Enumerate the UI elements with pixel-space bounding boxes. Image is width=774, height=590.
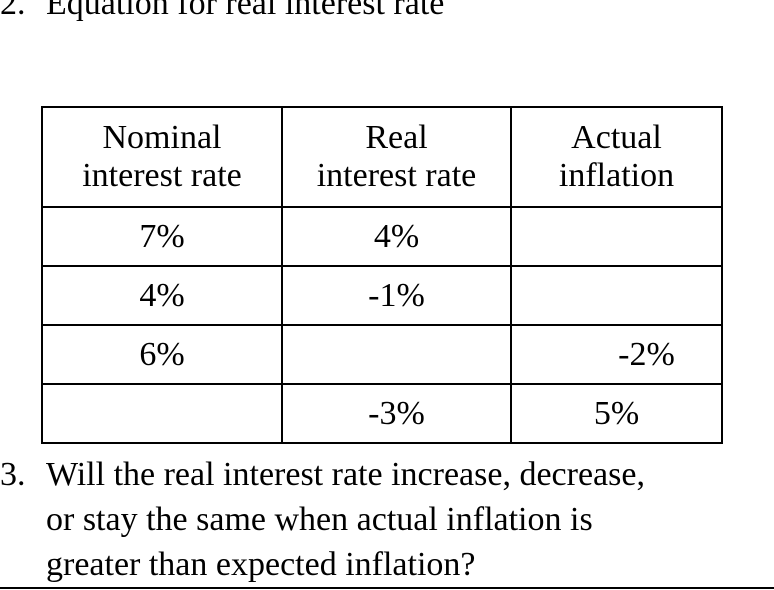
- table-cell: -2%: [510, 324, 723, 385]
- table-cell: [41, 383, 283, 444]
- question-3-number: 3.: [0, 456, 26, 493]
- table-row: -3% 5%: [41, 383, 723, 444]
- header-line: Nominal: [102, 119, 222, 156]
- table-cell: 7%: [41, 206, 283, 267]
- question-3: 3. Will the real interest rate increase, …: [0, 452, 645, 587]
- table-row: 4% -1%: [41, 265, 723, 326]
- table-cell: [510, 206, 723, 267]
- table-cell: 5%: [510, 383, 723, 444]
- question-2-text: Equation for real interest rate: [46, 0, 445, 22]
- table-cell: 4%: [41, 265, 283, 326]
- header-nominal-interest-rate: Nominal interest rate: [41, 106, 283, 208]
- table-cell: -3%: [281, 383, 512, 444]
- header-line: inflation: [558, 157, 675, 194]
- header-real-interest-rate: Real interest rate: [281, 106, 512, 208]
- table-cell: [510, 265, 723, 326]
- header-line: interest rate: [82, 157, 242, 194]
- question-3-text: or stay the same when actual inflation i…: [46, 501, 593, 538]
- header-actual-inflation: Actual inflation: [510, 106, 723, 208]
- table-cell: 6%: [41, 324, 283, 385]
- table-row: 6% -2%: [41, 324, 723, 385]
- question-3-text: greater than expected inflation?: [46, 546, 476, 583]
- question-3-text: Will the real interest rate increase, de…: [46, 456, 645, 493]
- question-2-number: 2.: [0, 0, 26, 22]
- table-header-row: Nominal interest rate Real interest rate…: [41, 106, 723, 208]
- header-line: Actual: [571, 119, 662, 156]
- question-3-line: or stay the same when actual inflation i…: [0, 497, 645, 542]
- header-line: Real: [365, 119, 428, 156]
- table-cell: [281, 324, 512, 385]
- table-cell: 4%: [281, 206, 512, 267]
- bottom-divider: [0, 587, 774, 589]
- question-2: 2. Equation for real interest rate: [0, 0, 444, 24]
- table-row: 7% 4%: [41, 206, 723, 267]
- interest-rate-table: Nominal interest rate Real interest rate…: [41, 106, 723, 444]
- question-3-line: greater than expected inflation?: [0, 542, 645, 587]
- header-line: interest rate: [316, 157, 477, 194]
- table-cell: -1%: [281, 265, 512, 326]
- question-3-line: 3. Will the real interest rate increase, …: [0, 452, 645, 497]
